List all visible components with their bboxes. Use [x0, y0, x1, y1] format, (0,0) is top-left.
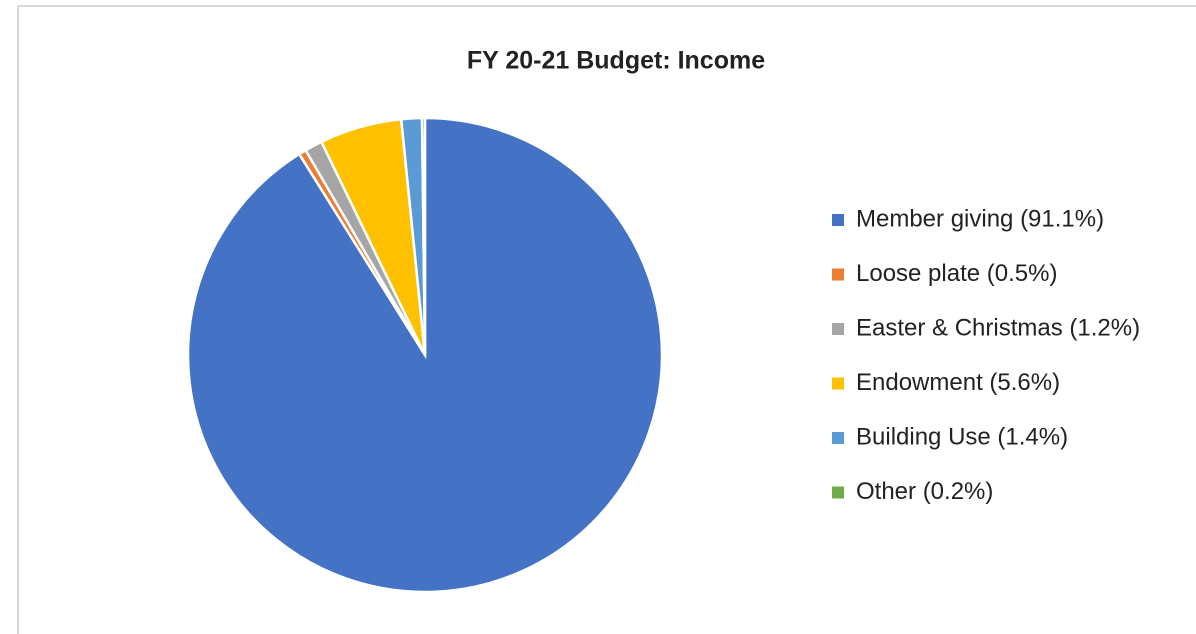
legend-label: Loose plate (0.5%) — [856, 260, 1057, 287]
legend-label: Member giving (91.1%) — [856, 205, 1104, 232]
legend-swatch — [832, 432, 844, 444]
legend-label: Other (0.2%) — [856, 478, 993, 505]
legend-swatch — [832, 214, 844, 226]
legend-swatch — [832, 377, 844, 390]
legend-swatch — [832, 486, 844, 499]
legend-label: Building Use (1.4%) — [856, 423, 1068, 450]
chart-title: FY 20-21 Budget: Income — [467, 47, 765, 75]
legend-swatch — [832, 268, 844, 281]
legend-label: Endowment (5.6%) — [856, 369, 1060, 396]
legend-label: Easter & Christmas (1.2%) — [856, 314, 1140, 341]
legend-swatch — [832, 323, 844, 335]
pie-slice — [420, 116, 427, 356]
